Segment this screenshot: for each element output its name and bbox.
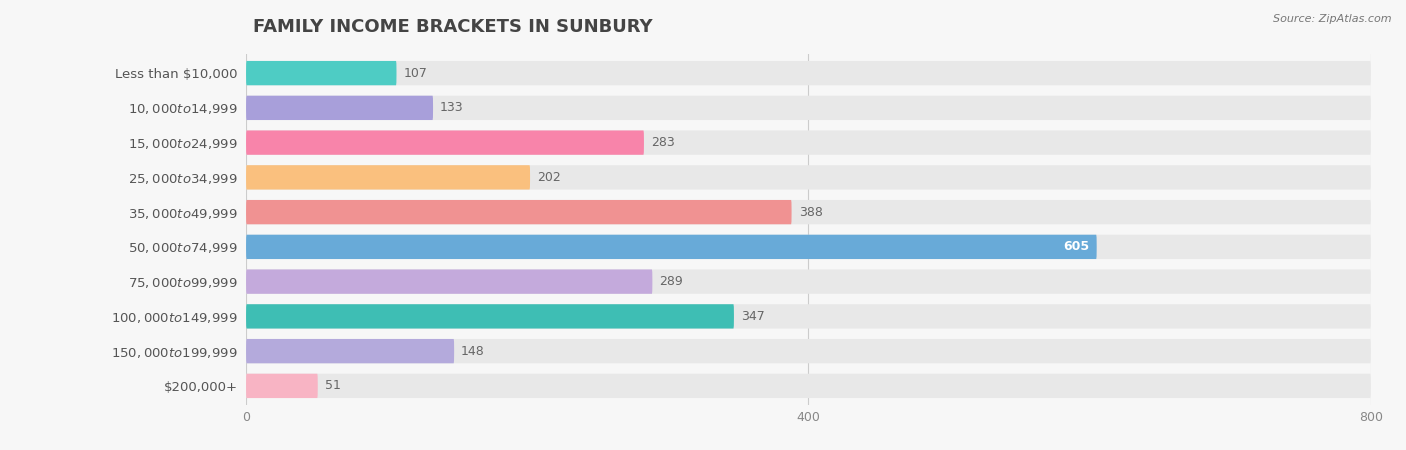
FancyBboxPatch shape <box>246 61 396 86</box>
FancyBboxPatch shape <box>246 270 1371 294</box>
FancyBboxPatch shape <box>246 339 1371 363</box>
FancyBboxPatch shape <box>246 200 792 224</box>
FancyBboxPatch shape <box>246 61 1371 86</box>
FancyBboxPatch shape <box>246 165 530 189</box>
FancyBboxPatch shape <box>246 235 1371 259</box>
FancyBboxPatch shape <box>246 374 1371 398</box>
Text: 289: 289 <box>659 275 683 288</box>
Text: 388: 388 <box>799 206 823 219</box>
FancyBboxPatch shape <box>246 130 1371 155</box>
Text: Source: ZipAtlas.com: Source: ZipAtlas.com <box>1274 14 1392 23</box>
FancyBboxPatch shape <box>246 304 1371 328</box>
FancyBboxPatch shape <box>246 96 1371 120</box>
Text: 202: 202 <box>537 171 561 184</box>
Text: 605: 605 <box>1063 240 1090 253</box>
FancyBboxPatch shape <box>246 130 644 155</box>
FancyBboxPatch shape <box>246 374 318 398</box>
Text: 148: 148 <box>461 345 485 358</box>
FancyBboxPatch shape <box>246 165 1371 189</box>
Text: 51: 51 <box>325 379 340 392</box>
FancyBboxPatch shape <box>246 200 1371 224</box>
FancyBboxPatch shape <box>246 339 454 363</box>
FancyBboxPatch shape <box>246 270 652 294</box>
FancyBboxPatch shape <box>246 235 1097 259</box>
FancyBboxPatch shape <box>246 96 433 120</box>
Text: 107: 107 <box>404 67 427 80</box>
Text: 347: 347 <box>741 310 765 323</box>
Text: FAMILY INCOME BRACKETS IN SUNBURY: FAMILY INCOME BRACKETS IN SUNBURY <box>253 18 652 36</box>
FancyBboxPatch shape <box>246 304 734 328</box>
Text: 133: 133 <box>440 101 464 114</box>
Text: 283: 283 <box>651 136 675 149</box>
